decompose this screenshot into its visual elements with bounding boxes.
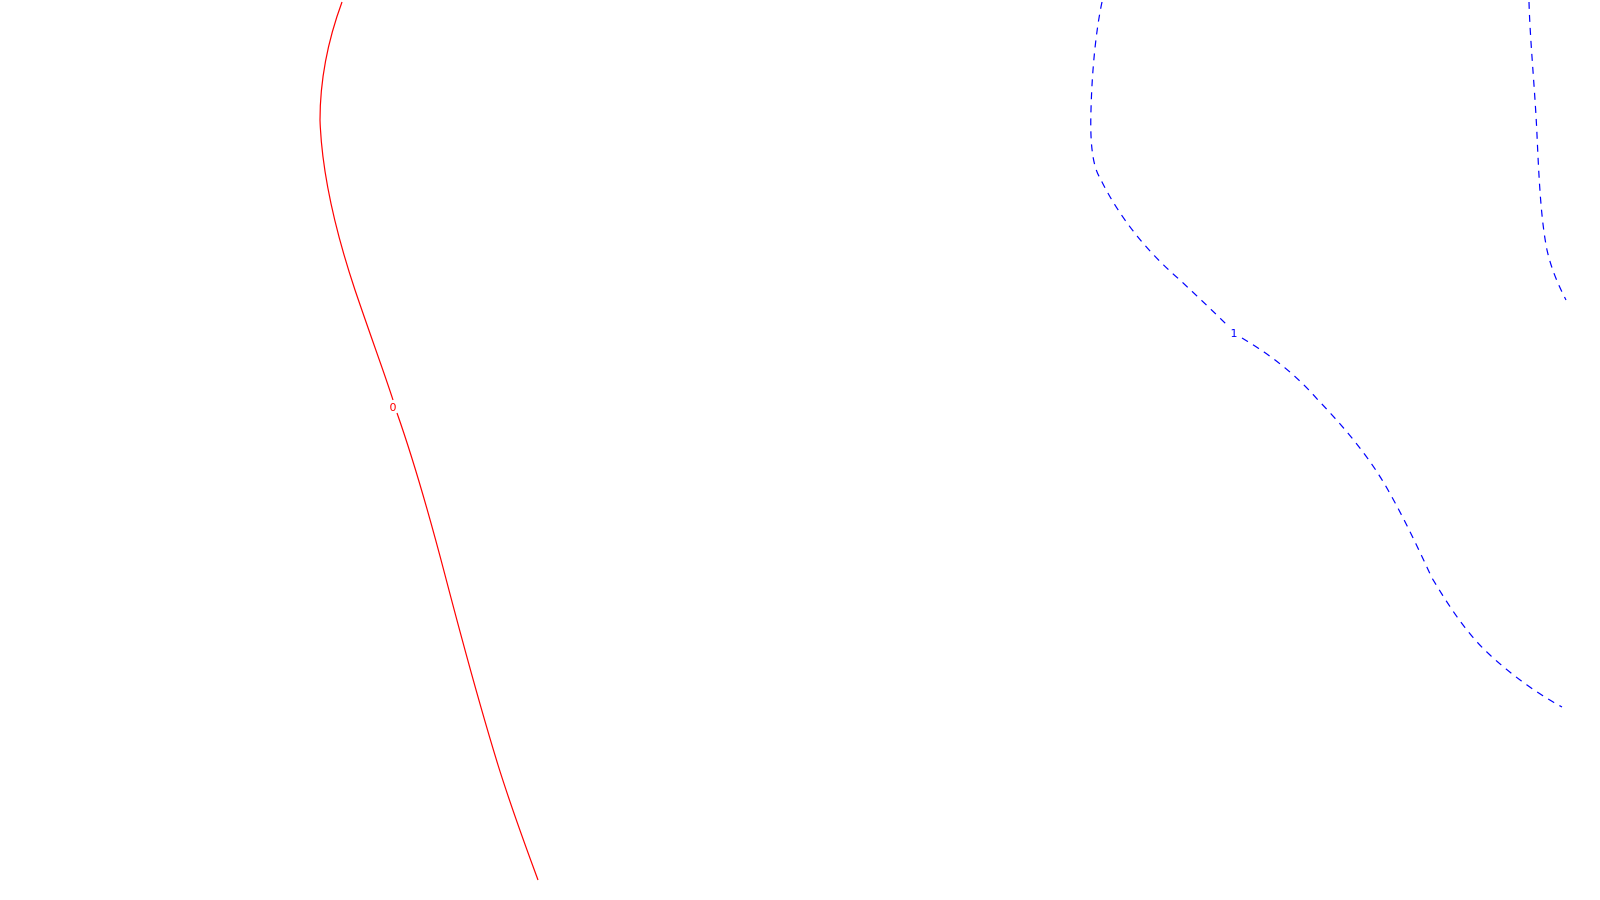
- contour-line-1: [1090, 1, 1563, 708]
- contour-label-0: 0: [390, 401, 397, 414]
- contour-line-0: [319, 1, 539, 881]
- contour-0-group: 0: [319, 1, 539, 881]
- contour-line-1-east: [1528, 1, 1567, 301]
- contour-label-1: 1: [1231, 327, 1238, 340]
- contour-1-group: 1: [1090, 1, 1567, 708]
